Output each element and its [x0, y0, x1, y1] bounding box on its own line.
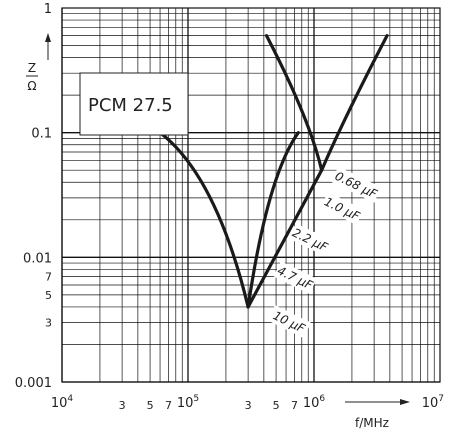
cap-label-3: 4.7 μF	[273, 261, 317, 294]
grid-layer	[61, 7, 441, 383]
x-minor-tick-label-0: 3	[119, 399, 126, 412]
y-axis-arrow-head	[45, 33, 51, 42]
series-curve-1	[246, 131, 300, 309]
x-minor-tick-label-5: 7	[291, 399, 298, 412]
y-minor-tick-label-0: 7	[45, 271, 52, 284]
y-axis-label-top: Z	[28, 61, 36, 75]
x-axis-label: f/MHz	[355, 416, 389, 430]
x-major-tick-label-2: 106	[303, 394, 326, 411]
x-major-tick-label-3: 107	[422, 394, 444, 411]
x-major-tick-label-0: 104	[51, 394, 74, 411]
y-minor-tick-label-1: 5	[45, 289, 52, 302]
annotation-label: PCM 27.5	[88, 95, 173, 116]
series-curve-3	[320, 34, 389, 172]
y-axis-label-bottom: Ω	[27, 79, 36, 93]
curve-layer	[158, 34, 389, 309]
x-axis-arrow-head	[400, 399, 410, 405]
series-curve-2	[264, 34, 324, 172]
x-major-tick-label-1: 105	[177, 394, 199, 411]
x-minor-tick-label-3: 3	[245, 399, 252, 412]
x-minor-tick-label-4: 5	[273, 399, 280, 412]
series-curve-4	[246, 168, 324, 309]
cap-label-3-text: 4.7 μF	[275, 264, 316, 293]
x-minor-tick-label-2: 7	[165, 399, 172, 412]
plot-frame	[61, 7, 441, 383]
y-minor-tick-label-2: 3	[45, 317, 52, 330]
y-major-tick-label-1: 0.1	[31, 127, 52, 142]
x-minor-tick-label-1: 5	[147, 399, 154, 412]
cap-label-4: 10 μF	[267, 305, 311, 338]
cap-label-2-text: 2.2 μF	[290, 226, 331, 255]
annotation-box	[79, 72, 189, 136]
cap-label-2: 2.2 μF	[288, 223, 332, 256]
y-major-tick-label-3: 0.001	[15, 376, 52, 391]
y-major-tick-label-0: 1	[44, 2, 52, 17]
y-major-tick-label-2: 0.01	[23, 251, 52, 266]
series-curve-0	[158, 131, 250, 309]
